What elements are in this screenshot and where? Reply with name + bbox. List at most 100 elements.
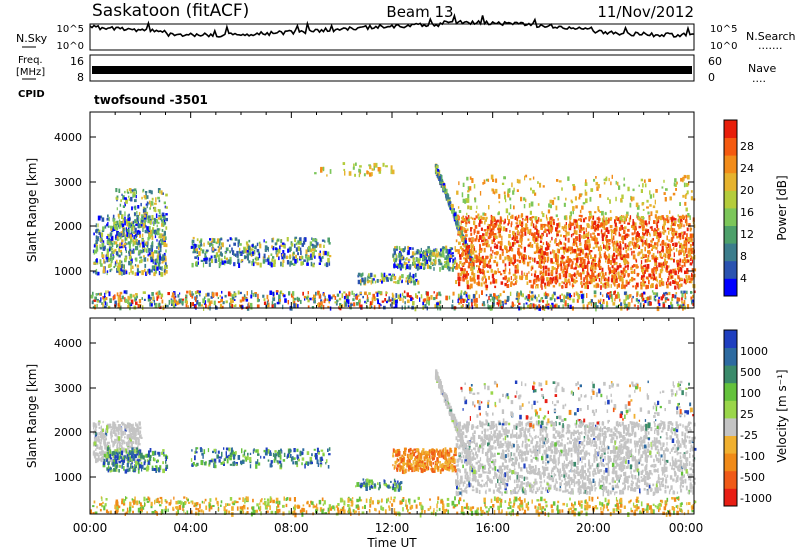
scatter-cell [645,259,648,263]
scatter-cell [128,433,131,437]
scatter-cell [691,238,693,241]
scatter-cell [181,300,184,305]
colorbar-cell [724,137,737,156]
scatter-cell [547,245,550,250]
scatter-cell [564,243,567,247]
scatter-cell [586,239,589,244]
scatter-cell [257,257,260,261]
scatter-cell [671,275,673,279]
scatter-cell [142,208,145,214]
scatter-cell [473,303,477,307]
scatter-cell [516,292,519,297]
scatter-cell [623,301,626,306]
scatter-cell [493,217,496,222]
scatter-cell [562,273,566,278]
scatter-cell [399,275,401,281]
scatter-cell [267,246,269,252]
scatter-cell [493,237,495,242]
scatter-cell [165,258,167,262]
scatter-cell [613,279,616,284]
scatter-cell [499,216,502,221]
scatter-cell [550,270,554,275]
scatter-cell [664,253,667,258]
scatter-cell [676,260,679,263]
scatter-cell [140,249,143,254]
scatter-cell [599,291,602,296]
scatter-cell [471,217,474,220]
scatter-cell [196,255,199,258]
scatter-cell [564,237,567,241]
scatter-cell [336,293,340,297]
scatter-cell [666,235,668,241]
scatter-cell [619,241,622,243]
scatter-cell [250,254,253,257]
scatter-cell [679,232,682,237]
scatter-cell [658,273,662,279]
scatter-cell [150,218,152,221]
scatter-cell [143,255,145,258]
scatter-cell [157,255,160,260]
scatter-cell [102,246,106,251]
scatter-cell [529,242,532,246]
scatter-cell [534,294,536,300]
scatter-cell [159,233,162,239]
scatter-cell [116,207,118,211]
scatter-cell [585,227,587,233]
scatter-cell [136,268,139,273]
scatter-cell [124,197,127,200]
scatter-cell [503,221,505,225]
power-cbar-tick-20: 20 [740,184,754,197]
scatter-cell [683,305,686,310]
scatter-cell [500,246,502,251]
scatter-cell [186,290,189,294]
scatter-cell [200,259,204,262]
scatter-cell [674,281,677,284]
scatter-cell [157,262,161,268]
scatter-cell [611,256,614,261]
scatter-cell [129,246,131,250]
scatter-cell [492,189,495,194]
scatter-cell [539,259,541,264]
scatter-cell [597,221,600,224]
scatter-cell [315,240,318,246]
scatter-cell [597,209,600,212]
scatter-cell [686,258,688,261]
scatter-cell [267,299,269,302]
scatter-cell [267,302,270,308]
scatter-cell [483,179,486,184]
scatter-cell [209,257,212,261]
scatter-cell [198,302,201,307]
scatter-cell [681,248,684,253]
scatter-cell [612,235,615,240]
scatter-cell [256,262,260,266]
scatter-cell [679,266,681,271]
scatter-cell [130,268,132,273]
scatter-cell [498,271,501,274]
scatter-cell [134,205,137,211]
scatter-cell [412,257,415,261]
scatter-cell [648,221,650,225]
scatter-cell [554,276,557,281]
scatter-cell [128,234,130,238]
scatter-cell [629,215,632,220]
scatter-cell [232,296,235,301]
scatter-cell [546,217,548,221]
scatter-cell [490,255,493,259]
scatter-cell [585,198,588,204]
cpid-value: twofsound -3501 [94,93,208,107]
scatter-cell [442,187,445,191]
scatter-cell [158,250,161,254]
scatter-cell [614,231,617,236]
scatter-cell [221,260,224,265]
scatter-cell [411,275,413,278]
scatter-cell [339,304,341,308]
scatter-cell [106,302,108,306]
scatter-cell [614,282,616,287]
scatter-cell [467,190,470,193]
scatter-cell [630,248,632,251]
scatter-cell [481,276,484,282]
scatter-cell [136,272,139,276]
scatter-cell [579,263,582,268]
scatter-cell [130,258,133,264]
scatter-cell [603,244,605,249]
